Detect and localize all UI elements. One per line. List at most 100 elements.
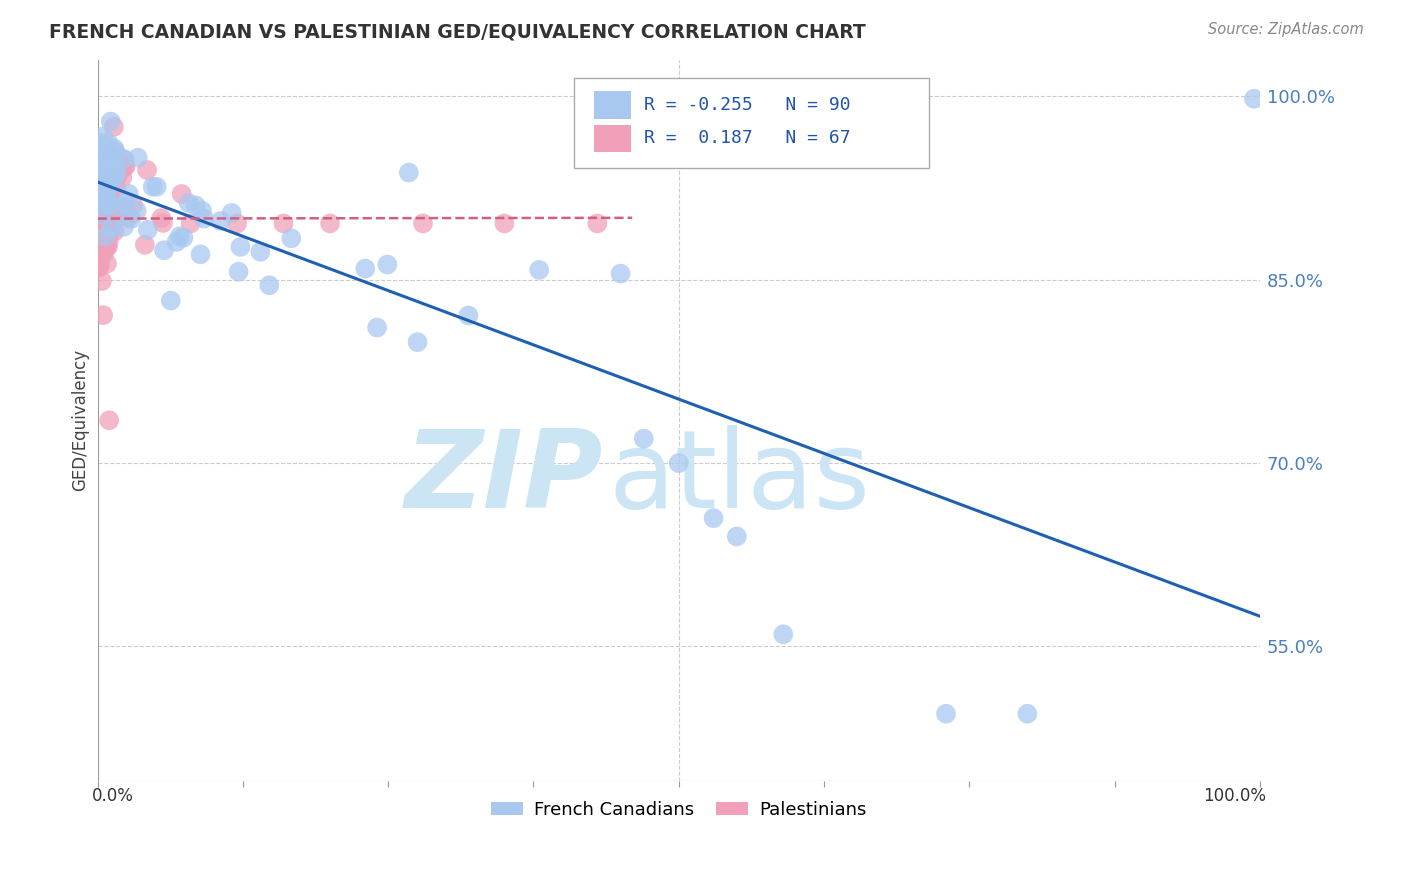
- Point: [96, 190, 118, 204]
- Point: [117, 208, 139, 222]
- Point: [91, 308, 114, 322]
- Point: [725, 529, 748, 543]
- Point: [104, 203, 127, 218]
- Point: [319, 216, 342, 230]
- Point: [150, 211, 173, 225]
- Point: [703, 511, 725, 525]
- Point: [1017, 706, 1039, 721]
- Point: [105, 163, 128, 178]
- Point: [87, 245, 110, 260]
- Point: [91, 194, 114, 208]
- Point: [125, 203, 148, 218]
- Point: [114, 197, 136, 211]
- Y-axis label: GED/Equivalency: GED/Equivalency: [72, 350, 89, 491]
- Point: [97, 136, 120, 150]
- Point: [89, 205, 111, 219]
- Point: [170, 186, 193, 201]
- Text: R = -0.255   N = 90: R = -0.255 N = 90: [644, 96, 851, 114]
- Point: [89, 197, 111, 211]
- FancyBboxPatch shape: [593, 125, 631, 152]
- Point: [100, 182, 122, 196]
- Point: [112, 219, 135, 234]
- Point: [96, 180, 118, 194]
- Point: [93, 207, 115, 221]
- Point: [145, 179, 167, 194]
- Point: [91, 177, 114, 191]
- Point: [103, 196, 125, 211]
- Point: [221, 206, 243, 220]
- Text: 0.0%: 0.0%: [91, 787, 134, 805]
- Point: [226, 216, 249, 230]
- Point: [104, 159, 127, 173]
- Point: [153, 244, 176, 258]
- Point: [136, 223, 159, 237]
- Point: [97, 158, 120, 172]
- Point: [96, 211, 118, 226]
- Point: [354, 261, 377, 276]
- Point: [98, 146, 121, 161]
- Point: [91, 129, 114, 144]
- Text: R =  0.187   N = 67: R = 0.187 N = 67: [644, 129, 851, 147]
- Point: [117, 211, 139, 225]
- Point: [142, 179, 165, 194]
- Point: [104, 224, 127, 238]
- Point: [90, 274, 112, 288]
- Point: [112, 200, 135, 214]
- Point: [1243, 92, 1265, 106]
- Point: [100, 158, 122, 172]
- Point: [107, 169, 129, 183]
- Point: [100, 198, 122, 212]
- Point: [280, 231, 302, 245]
- Point: [94, 139, 117, 153]
- Point: [104, 147, 127, 161]
- Point: [93, 169, 115, 183]
- Point: [209, 214, 232, 228]
- Point: [190, 247, 212, 261]
- Point: [249, 244, 271, 259]
- Point: [89, 166, 111, 180]
- Point: [87, 202, 110, 216]
- Point: [100, 114, 122, 128]
- Point: [100, 221, 122, 235]
- Point: [94, 194, 117, 209]
- Point: [90, 136, 112, 150]
- Point: [103, 120, 125, 134]
- Point: [90, 182, 112, 196]
- Point: [105, 182, 128, 196]
- Point: [398, 165, 420, 179]
- Point: [89, 244, 111, 259]
- Point: [91, 177, 114, 191]
- Point: [90, 182, 112, 196]
- Point: [100, 157, 122, 171]
- Legend: French Canadians, Palestinians: French Canadians, Palestinians: [484, 794, 875, 826]
- Point: [93, 200, 115, 214]
- Point: [609, 267, 631, 281]
- Point: [90, 208, 112, 222]
- Point: [100, 177, 122, 191]
- Point: [586, 216, 609, 230]
- Point: [94, 183, 117, 197]
- Text: 100.0%: 100.0%: [1202, 787, 1265, 805]
- Point: [118, 186, 141, 201]
- Point: [180, 216, 202, 230]
- Point: [93, 175, 115, 189]
- Point: [90, 194, 112, 209]
- Point: [273, 216, 295, 230]
- Point: [87, 176, 110, 190]
- Point: [91, 166, 114, 180]
- Point: [377, 258, 399, 272]
- Point: [173, 230, 195, 244]
- Point: [96, 238, 118, 252]
- Point: [97, 172, 120, 186]
- Point: [91, 153, 114, 167]
- Point: [93, 237, 115, 252]
- Point: [122, 198, 145, 212]
- Point: [120, 211, 142, 226]
- Point: [103, 171, 125, 186]
- Point: [184, 198, 207, 212]
- Point: [93, 195, 115, 210]
- Point: [177, 196, 200, 211]
- Point: [97, 198, 120, 212]
- Point: [93, 160, 115, 174]
- Point: [412, 216, 434, 230]
